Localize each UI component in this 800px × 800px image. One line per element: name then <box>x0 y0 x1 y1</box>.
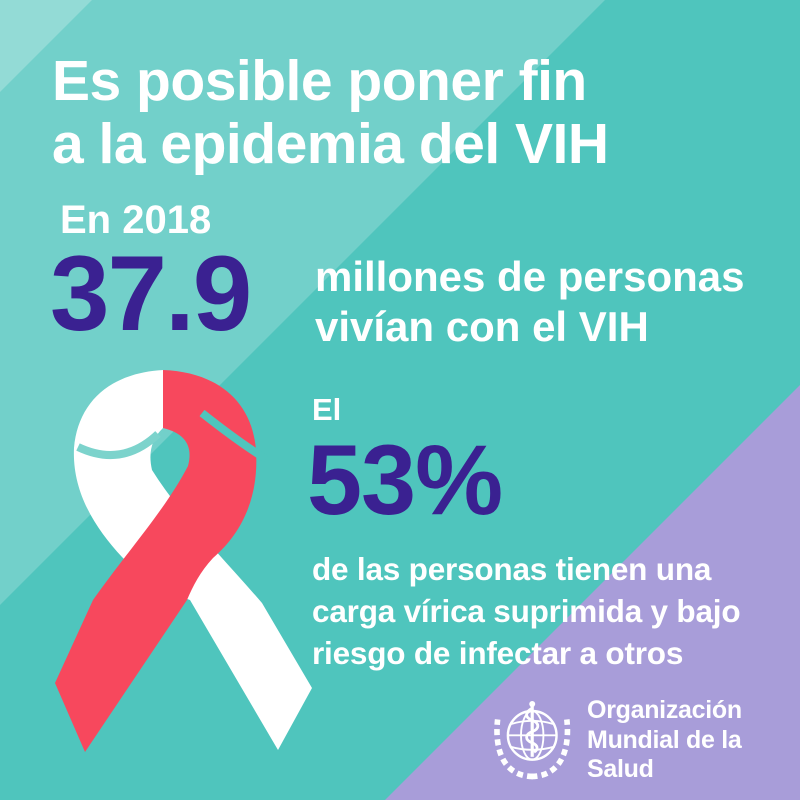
ribbon-red-strand <box>55 370 257 752</box>
ribbon-gap-left <box>76 431 161 459</box>
stat-label-millions: millones de personas vivían con el VIH <box>315 252 744 352</box>
who-org-name-line-1: Organización <box>587 696 742 724</box>
stat-label-millions-line-1: millones de personas <box>315 253 745 300</box>
stat-label-millions-line-2: vivían con el VIH <box>315 303 649 350</box>
stat-percent-desc-line-3: riesgo de infectar a otros <box>312 635 684 671</box>
ribbon-white-strand <box>73 370 312 750</box>
stat-value-percent: 53% <box>307 424 503 535</box>
title-line-1: Es posible poner fin <box>52 49 587 113</box>
who-logo: Organización Mundial de la Salud <box>492 696 800 785</box>
who-emblem-icon <box>494 701 571 780</box>
stat-percent-prefix: El <box>312 392 342 427</box>
stat-value-millions: 37.9 <box>50 233 252 353</box>
who-org-name-line-2: Mundial de la Salud <box>587 725 742 784</box>
who-org-name: Organización Mundial de la Salud <box>587 696 800 785</box>
stat-percent-description: de las personas tienen una carga vírica … <box>312 548 741 674</box>
year-label: En 2018 <box>60 198 212 242</box>
title-line-2: a la epidemia del VIH <box>52 112 609 176</box>
stat-percent-desc-line-1: de las personas tienen una <box>312 551 712 587</box>
page-title: Es posible poner fin a la epidemia del V… <box>52 50 609 176</box>
ribbon-gap-right <box>199 409 269 463</box>
stat-percent-desc-line-2: carga vírica suprimida y bajo <box>312 593 741 629</box>
